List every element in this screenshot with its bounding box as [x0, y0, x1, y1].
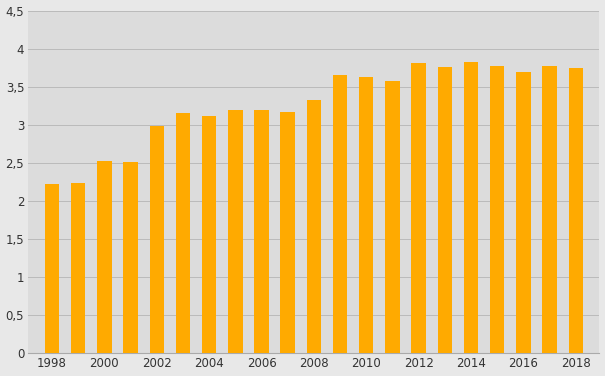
Bar — [228, 109, 243, 353]
Bar — [202, 117, 217, 353]
Bar — [71, 183, 85, 353]
Bar — [385, 81, 400, 353]
Bar — [149, 126, 164, 353]
Bar — [333, 74, 347, 353]
Bar — [543, 66, 557, 353]
Bar — [437, 67, 452, 353]
Bar — [123, 162, 138, 353]
Bar — [569, 68, 583, 353]
Bar — [359, 77, 373, 353]
Bar — [516, 72, 531, 353]
Bar — [464, 62, 479, 353]
Bar — [490, 66, 505, 353]
Bar — [411, 63, 426, 353]
Bar — [281, 112, 295, 353]
Bar — [45, 184, 59, 353]
Bar — [307, 100, 321, 353]
Bar — [254, 109, 269, 353]
Bar — [175, 112, 190, 353]
Bar — [97, 161, 111, 353]
